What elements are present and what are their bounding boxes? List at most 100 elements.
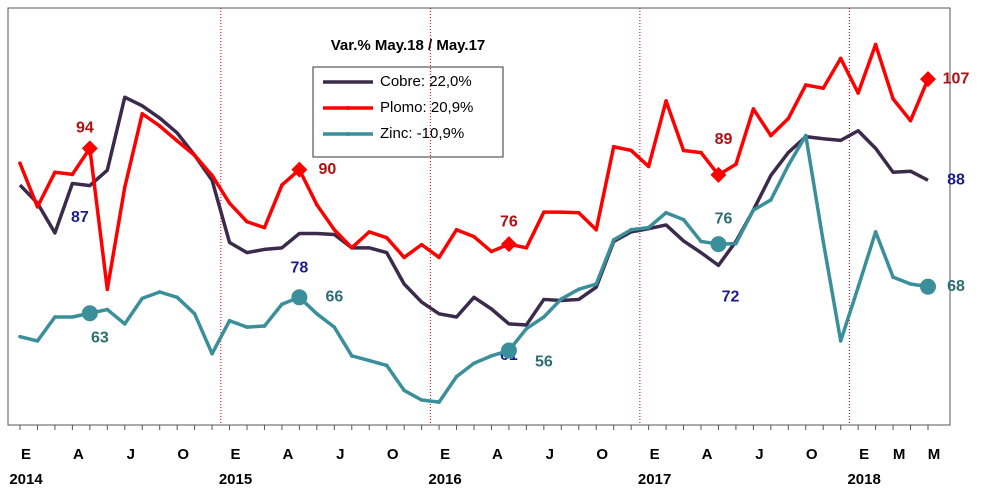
x-tick-label: E bbox=[231, 446, 241, 463]
point bbox=[262, 225, 267, 230]
year-label: 2016 bbox=[428, 471, 461, 488]
x-tick-label: E bbox=[650, 446, 660, 463]
point bbox=[192, 312, 197, 316]
legend-label: Cobre: 22,0% bbox=[380, 73, 472, 90]
point bbox=[489, 249, 494, 254]
point bbox=[105, 307, 110, 312]
point bbox=[332, 227, 337, 232]
point bbox=[681, 217, 686, 222]
x-tick-label: E bbox=[440, 446, 450, 463]
point bbox=[262, 324, 267, 328]
point bbox=[35, 339, 40, 343]
x-tick-label: O bbox=[806, 446, 818, 463]
point bbox=[646, 164, 651, 169]
point bbox=[419, 398, 424, 402]
legend-label: Plomo: 20,9% bbox=[380, 99, 473, 116]
point bbox=[769, 198, 773, 202]
x-tick-label: O bbox=[387, 446, 399, 463]
point bbox=[524, 326, 529, 331]
point bbox=[856, 285, 860, 289]
point bbox=[891, 97, 895, 101]
data-label: 66 bbox=[325, 289, 343, 306]
point bbox=[35, 205, 40, 209]
marker bbox=[291, 161, 308, 178]
marker bbox=[920, 71, 936, 88]
point bbox=[227, 318, 232, 323]
marker bbox=[500, 342, 517, 359]
point bbox=[332, 325, 337, 329]
point bbox=[873, 230, 878, 234]
legend-dot bbox=[346, 106, 350, 110]
point bbox=[576, 287, 581, 292]
point bbox=[908, 282, 913, 286]
point bbox=[140, 296, 145, 301]
point bbox=[856, 91, 860, 95]
point bbox=[437, 255, 441, 260]
point bbox=[629, 148, 633, 153]
point bbox=[454, 374, 459, 379]
point bbox=[437, 400, 441, 404]
point bbox=[821, 86, 826, 91]
point bbox=[210, 351, 214, 356]
data-label: 107 bbox=[943, 70, 970, 87]
point bbox=[472, 361, 476, 366]
point bbox=[192, 153, 197, 158]
point bbox=[803, 83, 808, 87]
x-tick-label: A bbox=[492, 446, 503, 463]
x-tick-label: A bbox=[283, 446, 294, 463]
data-label: 72 bbox=[722, 289, 740, 306]
point bbox=[734, 241, 738, 246]
point bbox=[419, 242, 424, 247]
x-tick-label: J bbox=[336, 446, 344, 463]
data-label: 56 bbox=[535, 354, 553, 371]
point bbox=[18, 334, 22, 339]
point bbox=[402, 255, 406, 260]
point bbox=[315, 202, 319, 207]
marker bbox=[291, 289, 308, 306]
point bbox=[699, 239, 703, 244]
data-label: 68 bbox=[947, 278, 965, 295]
point bbox=[53, 170, 57, 175]
point bbox=[175, 295, 179, 300]
x-tick-label: A bbox=[702, 446, 713, 463]
point bbox=[349, 246, 354, 250]
point bbox=[664, 99, 668, 103]
point bbox=[315, 312, 319, 316]
point bbox=[53, 315, 57, 319]
point bbox=[384, 363, 389, 368]
point bbox=[594, 227, 599, 232]
data-label: 78 bbox=[290, 260, 308, 277]
x-tick-label: M bbox=[893, 446, 906, 463]
data-label: 63 bbox=[91, 329, 109, 346]
point bbox=[472, 234, 476, 239]
x-tick-label: E bbox=[21, 446, 31, 463]
data-label: 88 bbox=[947, 171, 965, 188]
point bbox=[751, 208, 756, 212]
x-tick-label: M bbox=[928, 446, 941, 463]
point bbox=[542, 210, 546, 214]
x-tick-label: J bbox=[546, 446, 554, 463]
data-label: 94 bbox=[76, 120, 94, 137]
point bbox=[803, 133, 808, 138]
point bbox=[734, 162, 738, 167]
point bbox=[646, 225, 651, 230]
point bbox=[629, 227, 633, 232]
point bbox=[210, 173, 214, 178]
point bbox=[140, 111, 145, 116]
point bbox=[751, 107, 756, 111]
point bbox=[402, 388, 406, 393]
marker bbox=[81, 305, 98, 322]
point bbox=[786, 163, 791, 168]
year-label: 2015 bbox=[219, 471, 252, 488]
point bbox=[769, 133, 773, 138]
point bbox=[542, 315, 546, 319]
point bbox=[699, 150, 703, 155]
point bbox=[18, 161, 22, 166]
x-tick-label: O bbox=[177, 446, 189, 463]
point bbox=[838, 56, 843, 61]
point bbox=[489, 354, 494, 358]
point bbox=[576, 210, 581, 215]
x-tick-label: J bbox=[755, 446, 763, 463]
plot-frame bbox=[7, 7, 951, 426]
